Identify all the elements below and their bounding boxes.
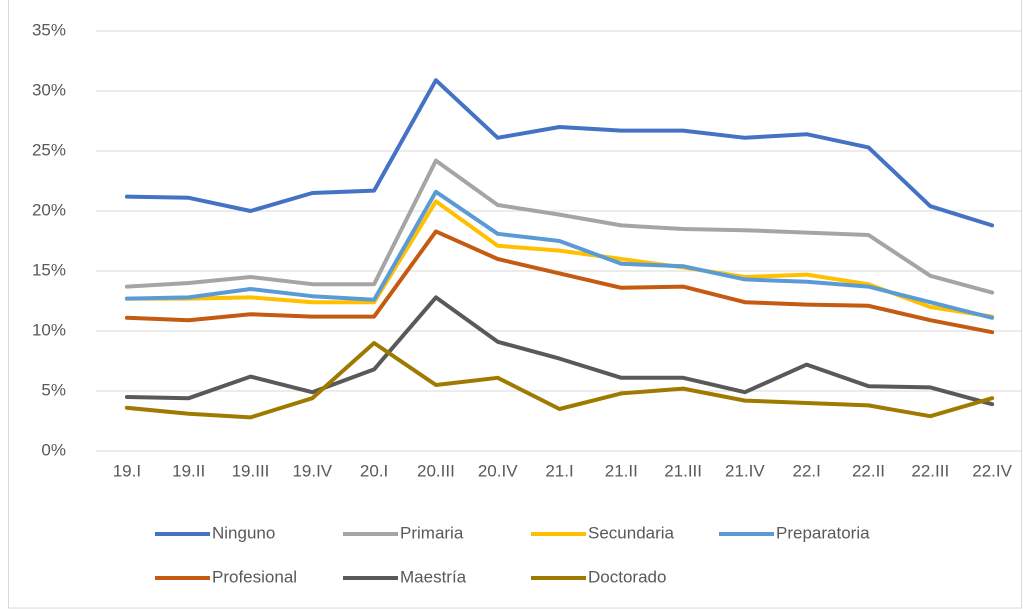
y-tick-label: 5% (41, 380, 66, 399)
series-line (124, 158, 995, 295)
x-tick-label: 22.I (793, 461, 821, 480)
y-tick-label: 0% (41, 440, 66, 459)
series-line (124, 189, 995, 320)
series-line (124, 78, 995, 228)
legend-label: Secundaria (588, 523, 675, 542)
x-tick-label: 22.IV (972, 461, 1012, 480)
legend-label: Maestría (400, 567, 467, 586)
y-tick-label: 20% (32, 200, 66, 219)
legend-label: Doctorado (588, 567, 666, 586)
x-tick-label: 21.IV (725, 461, 765, 480)
legend-label: Primaria (400, 523, 464, 542)
series-line (124, 199, 995, 319)
chart-border (8, 0, 1022, 609)
x-tick-label: 19.III (232, 461, 270, 480)
y-tick-label: 25% (32, 140, 66, 159)
y-tick-label: 10% (32, 320, 66, 339)
y-tick-label: 15% (32, 260, 66, 279)
x-tick-label: 19.IV (292, 461, 332, 480)
series-line (124, 341, 995, 420)
legend-label: Preparatoria (776, 523, 870, 542)
x-tick-label: 20.IV (478, 461, 518, 480)
x-tick-label: 20.III (417, 461, 455, 480)
x-tick-label: 19.I (113, 461, 141, 480)
x-tick-label: 19.II (172, 461, 205, 480)
x-tick-label: 22.II (852, 461, 885, 480)
x-tick-label: 21.I (545, 461, 573, 480)
y-tick-label: 30% (32, 80, 66, 99)
x-tick-label: 21.II (605, 461, 638, 480)
x-tick-label: 20.I (360, 461, 388, 480)
legend-label: Ninguno (212, 523, 275, 542)
y-tick-label: 35% (32, 20, 66, 39)
series-line (124, 229, 995, 335)
series-line (124, 295, 995, 407)
x-tick-label: 22.III (911, 461, 949, 480)
x-tick-label: 21.III (664, 461, 702, 480)
legend-label: Profesional (212, 567, 297, 586)
